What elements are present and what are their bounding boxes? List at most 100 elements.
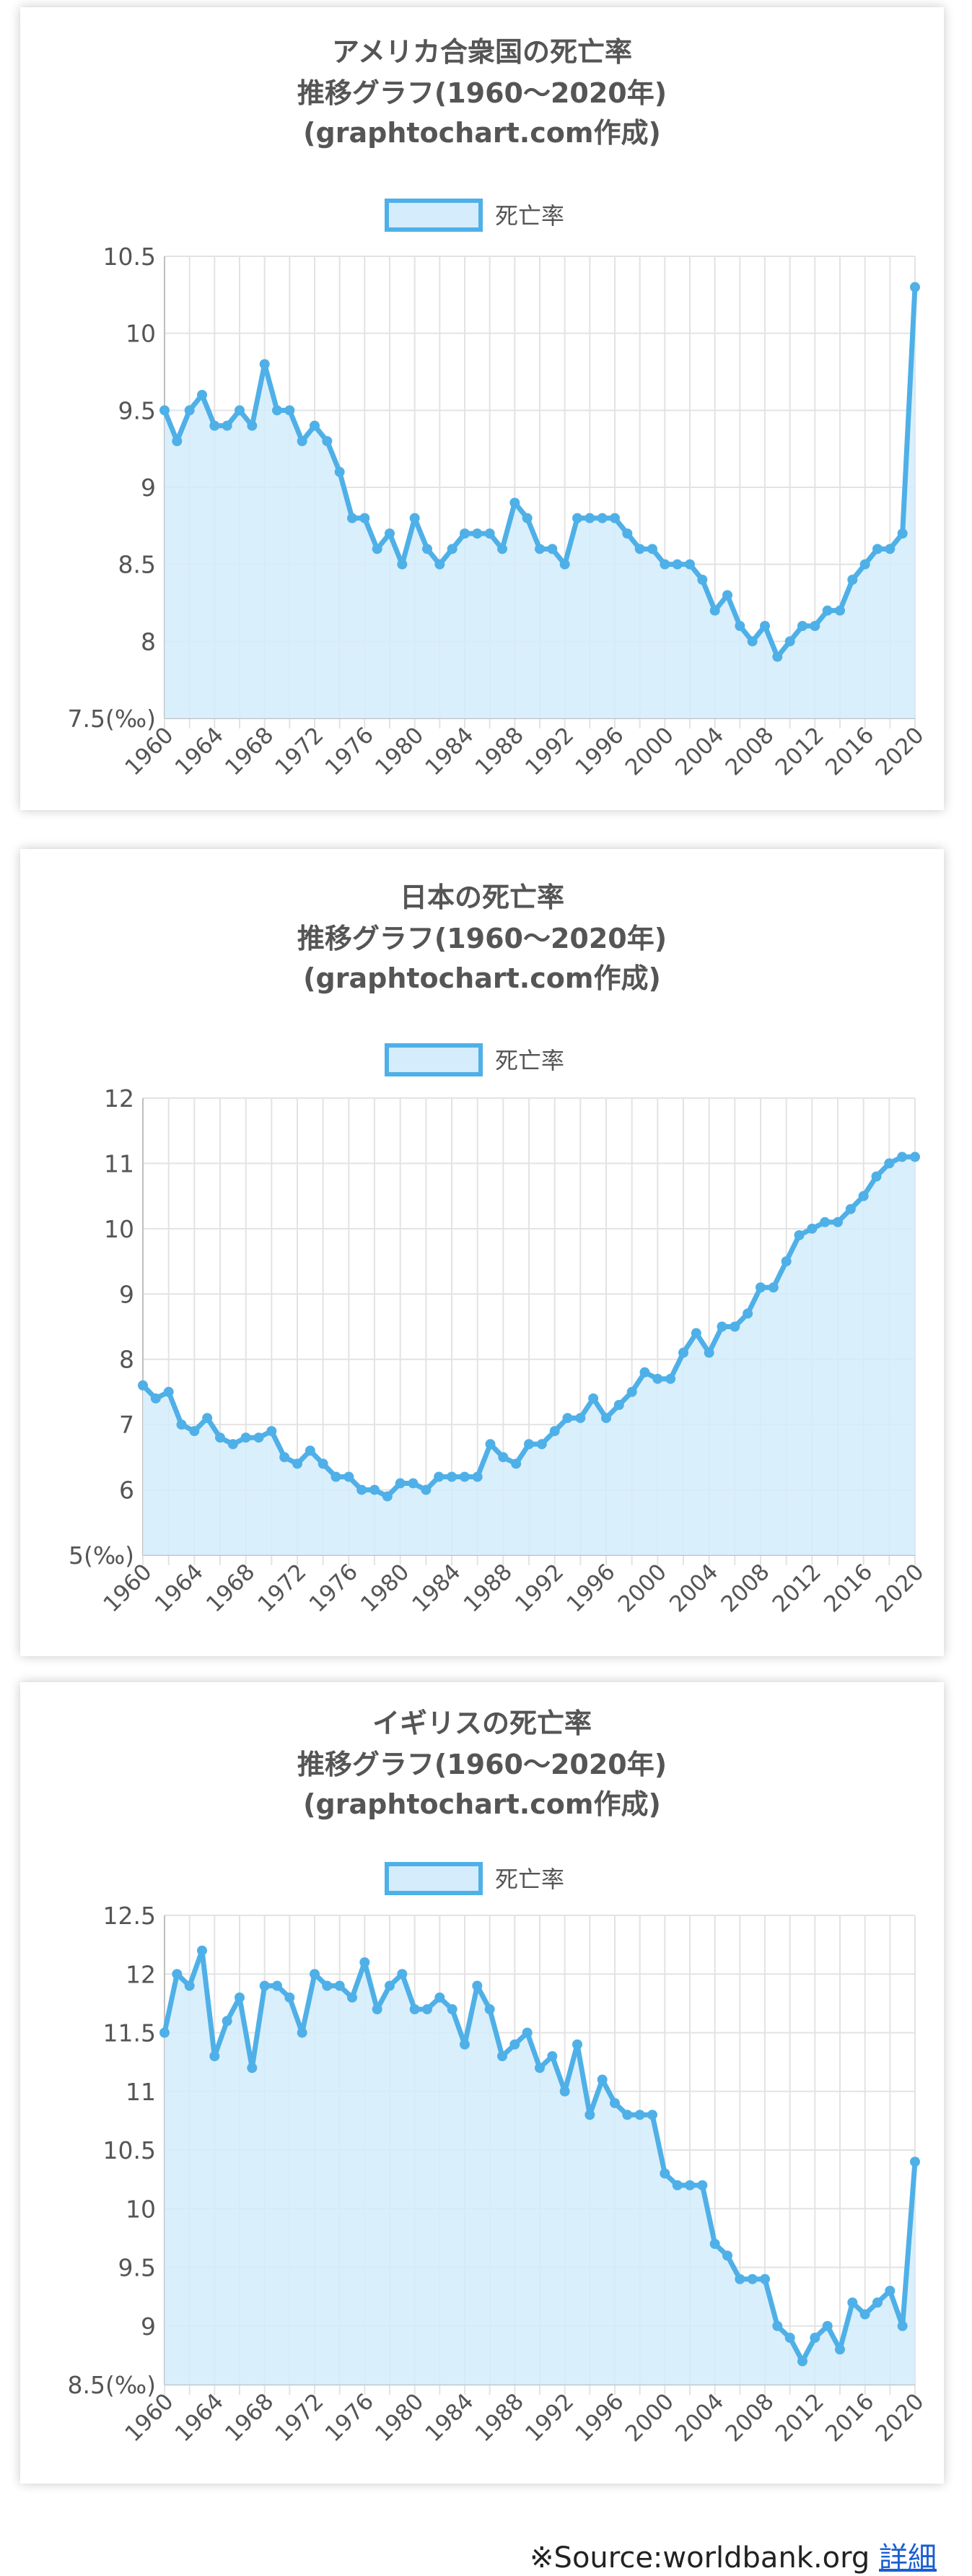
data-point[interactable] bbox=[549, 1426, 560, 1437]
data-point[interactable] bbox=[735, 621, 745, 631]
data-point[interactable] bbox=[634, 544, 645, 554]
data-point[interactable] bbox=[678, 1347, 688, 1358]
data-point[interactable] bbox=[704, 1347, 714, 1358]
data-point[interactable] bbox=[845, 1204, 856, 1214]
data-point[interactable] bbox=[660, 559, 670, 570]
data-point[interactable] bbox=[807, 1223, 818, 1234]
data-point[interactable] bbox=[547, 544, 558, 554]
data-point[interactable] bbox=[409, 513, 420, 523]
data-point[interactable] bbox=[885, 2286, 896, 2296]
data-point[interactable] bbox=[159, 405, 170, 416]
data-point[interactable] bbox=[562, 1413, 573, 1424]
data-point[interactable] bbox=[247, 2063, 258, 2074]
data-point[interactable] bbox=[660, 2168, 670, 2179]
data-point[interactable] bbox=[292, 1458, 302, 1469]
data-point[interactable] bbox=[747, 636, 758, 647]
data-point[interactable] bbox=[284, 405, 295, 416]
data-point[interactable] bbox=[743, 1308, 753, 1319]
data-point[interactable] bbox=[497, 544, 507, 554]
data-point[interactable] bbox=[822, 605, 833, 616]
data-point[interactable] bbox=[247, 420, 258, 431]
data-point[interactable] bbox=[408, 1478, 419, 1489]
data-point[interactable] bbox=[524, 1439, 534, 1450]
data-point[interactable] bbox=[172, 1969, 183, 1980]
data-point[interactable] bbox=[597, 513, 608, 523]
data-point[interactable] bbox=[639, 1367, 650, 1378]
data-point[interactable] bbox=[176, 1419, 187, 1430]
data-point[interactable] bbox=[781, 1256, 792, 1267]
data-point[interactable] bbox=[322, 436, 333, 446]
data-point[interactable] bbox=[835, 2344, 845, 2355]
data-point[interactable] bbox=[652, 1373, 663, 1384]
data-point[interactable] bbox=[622, 2110, 633, 2120]
data-point[interactable] bbox=[735, 2273, 745, 2284]
data-point[interactable] bbox=[447, 2004, 457, 2014]
data-point[interactable] bbox=[318, 1458, 328, 1469]
data-point[interactable] bbox=[910, 282, 920, 292]
data-point[interactable] bbox=[722, 590, 732, 601]
data-point[interactable] bbox=[768, 1282, 779, 1293]
data-point[interactable] bbox=[622, 528, 633, 539]
data-point[interactable] bbox=[784, 636, 795, 647]
data-point[interactable] bbox=[747, 2273, 758, 2284]
data-point[interactable] bbox=[498, 1452, 509, 1463]
data-point[interactable] bbox=[369, 1484, 380, 1495]
data-point[interactable] bbox=[730, 1321, 740, 1332]
data-point[interactable] bbox=[847, 2297, 858, 2308]
data-point[interactable] bbox=[547, 2051, 558, 2061]
data-point[interactable] bbox=[184, 1980, 195, 1991]
data-point[interactable] bbox=[485, 1439, 496, 1450]
data-point[interactable] bbox=[227, 1439, 238, 1450]
data-point[interactable] bbox=[511, 1458, 522, 1469]
data-point[interactable] bbox=[584, 513, 595, 523]
data-point[interactable] bbox=[910, 2157, 920, 2167]
data-point[interactable] bbox=[460, 528, 470, 539]
legend[interactable]: 死亡率 bbox=[385, 1862, 564, 1895]
data-point[interactable] bbox=[310, 1969, 320, 1980]
data-point[interactable] bbox=[197, 1945, 207, 1956]
data-point[interactable] bbox=[330, 1471, 341, 1482]
data-point[interactable] bbox=[334, 466, 345, 477]
data-point[interactable] bbox=[559, 559, 570, 570]
data-point[interactable] bbox=[484, 528, 495, 539]
data-point[interactable] bbox=[509, 2039, 520, 2050]
data-point[interactable] bbox=[215, 1432, 225, 1443]
data-point[interactable] bbox=[279, 1452, 290, 1463]
data-point[interactable] bbox=[235, 405, 245, 416]
data-point[interactable] bbox=[820, 1217, 831, 1227]
data-point[interactable] bbox=[359, 513, 370, 523]
data-point[interactable] bbox=[536, 1439, 547, 1450]
data-point[interactable] bbox=[297, 436, 307, 446]
data-point[interactable] bbox=[397, 559, 408, 570]
data-point[interactable] bbox=[209, 2051, 220, 2061]
data-point[interactable] bbox=[634, 2110, 645, 2120]
data-point[interactable] bbox=[459, 1471, 470, 1482]
data-point[interactable] bbox=[310, 420, 320, 431]
data-point[interactable] bbox=[421, 1484, 432, 1495]
data-point[interactable] bbox=[897, 528, 908, 539]
data-point[interactable] bbox=[172, 436, 183, 446]
data-point[interactable] bbox=[163, 1386, 174, 1397]
data-point[interactable] bbox=[559, 2086, 570, 2097]
data-point[interactable] bbox=[422, 544, 432, 554]
data-point[interactable] bbox=[372, 544, 382, 554]
data-point[interactable] bbox=[885, 544, 896, 554]
data-point[interactable] bbox=[385, 1980, 395, 1991]
data-point[interactable] bbox=[202, 1413, 213, 1424]
data-point[interactable] bbox=[343, 1471, 354, 1482]
data-point[interactable] bbox=[784, 2333, 795, 2343]
data-point[interactable] bbox=[756, 1282, 766, 1293]
data-point[interactable] bbox=[305, 1445, 315, 1456]
data-point[interactable] bbox=[297, 2027, 307, 2038]
data-point[interactable] bbox=[794, 1230, 805, 1240]
data-point[interactable] bbox=[610, 2098, 620, 2108]
data-point[interactable] bbox=[872, 2297, 883, 2308]
data-point[interactable] bbox=[395, 1478, 406, 1489]
data-point[interactable] bbox=[772, 2320, 783, 2331]
data-point[interactable] bbox=[822, 2320, 833, 2331]
data-point[interactable] bbox=[259, 359, 270, 370]
data-point[interactable] bbox=[760, 621, 770, 631]
legend[interactable]: 死亡率 bbox=[385, 1043, 564, 1076]
data-point[interactable] bbox=[584, 2110, 595, 2120]
data-point[interactable] bbox=[472, 528, 483, 539]
